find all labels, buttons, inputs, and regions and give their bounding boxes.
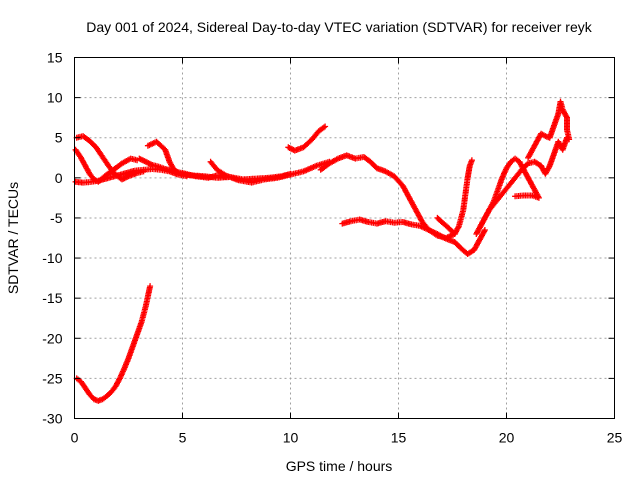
data-point [468,157,475,164]
y-tick-label: -5 [50,210,63,226]
y-tick-label: -30 [42,411,62,427]
chart-title: Day 001 of 2024, Sidereal Day-to-day VTE… [86,19,592,35]
series-arc-f [207,158,333,186]
x-axis-label: GPS time / hours [286,458,393,474]
y-tick-label: 15 [47,50,63,66]
x-tick-label: 20 [499,430,515,446]
data-point [322,123,329,130]
data-point [147,283,154,290]
series-arc-n [73,283,154,404]
y-tick-label: -20 [42,330,62,346]
y-tick-label: -15 [42,290,62,306]
series-arc-e [136,155,229,181]
plot-frame [74,57,615,419]
series-arc-h [317,152,458,241]
series-arc-c [73,133,147,183]
x-tick-label: 0 [71,430,79,446]
data-point [481,228,488,235]
data-point [501,169,508,176]
y-tick-label: -10 [42,250,62,266]
data-point [320,124,327,131]
x-tick-label: 15 [391,430,407,446]
x-tick-label: 10 [283,430,299,446]
axis-ticks [74,57,615,419]
data-point [546,164,552,171]
grid-lines [74,57,615,419]
series-arc-g [285,123,329,154]
data-points [72,98,573,404]
data-point [140,168,147,175]
y-tick-label: -25 [42,370,62,386]
data-point [481,227,488,233]
y-tick-label: 0 [55,170,63,186]
series-arc-j [434,157,475,237]
series-arc-i [339,216,488,257]
data-point [566,136,573,143]
y-tick-label: 5 [55,130,63,146]
series-arc-m [525,98,573,161]
data-point [124,173,131,180]
y-axis-label: SDTVAR / TECUs [5,182,21,294]
y-tick-label: 10 [47,90,63,106]
x-tick-label: 25 [607,430,623,446]
x-tick-label: 5 [179,430,187,446]
axis-tick-labels: 0 5 10 15 20 25 -30 -25 -20 -15 -10 -5 0 5 10 15 [42,50,622,446]
data-point [512,193,519,200]
data-point [455,224,462,231]
series-arc-l [473,134,570,237]
